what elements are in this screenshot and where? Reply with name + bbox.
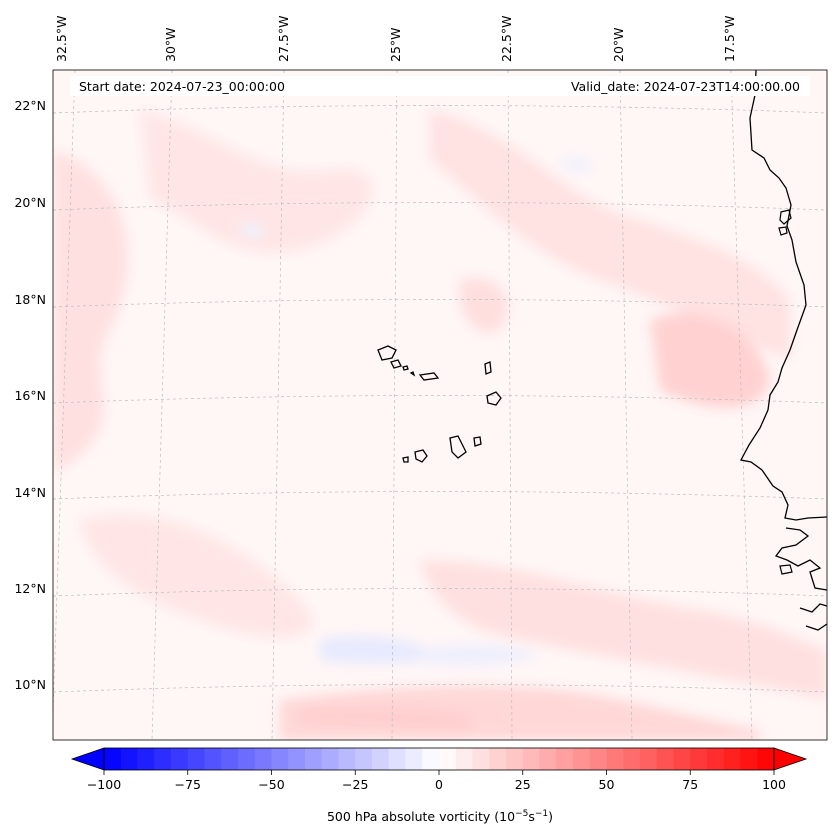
colorbar-segment	[388, 748, 406, 770]
colorbar-segment	[154, 748, 172, 770]
colorbar-tick-label: 25	[515, 777, 531, 792]
colorbar-tick-label: 75	[682, 777, 698, 792]
lon-label: 27.5°W	[276, 16, 291, 62]
colorbar-segment	[372, 748, 390, 770]
coast-islet-3	[779, 564, 793, 575]
colorbar-tick-label: 0	[435, 777, 443, 792]
colorbar-label-exp1: −5	[515, 809, 528, 819]
lon-label: 22.5°W	[499, 16, 514, 62]
cape-verde-islands	[377, 345, 502, 463]
lon-label: 32.5°W	[54, 16, 69, 62]
colorbar-segment	[589, 748, 607, 770]
colorbar-tick-label: 50	[599, 777, 615, 792]
colorbar-segment	[757, 748, 775, 770]
colorbar-segment	[137, 748, 155, 770]
africa-coastline	[740, 70, 827, 631]
colorbar-segment	[171, 748, 189, 770]
colorbar-segment	[656, 748, 674, 770]
lat-label: 10°N	[14, 677, 46, 692]
lat-label: 14°N	[14, 485, 46, 500]
latitude-labels: 22°N 20°N 18°N 16°N 14°N 12°N 10°N	[14, 98, 46, 692]
colorbar-tick-label: 100	[762, 777, 786, 792]
colorbar-segment	[506, 748, 524, 770]
colorbar-segment	[606, 748, 624, 770]
colorbar-segment	[405, 748, 423, 770]
colorbar-segment	[187, 748, 205, 770]
colorbar-segment	[254, 748, 272, 770]
lat-label: 22°N	[14, 98, 46, 113]
colorbar-arrow-min	[70, 747, 105, 771]
colorbar-segment	[690, 748, 708, 770]
colorbar-segment	[271, 748, 289, 770]
colorbar-segment	[640, 748, 658, 770]
lat-label: 16°N	[14, 388, 46, 403]
colorbar-segment	[439, 748, 457, 770]
lat-label: 12°N	[14, 581, 46, 596]
colorbar-label-exp2: −1	[535, 809, 548, 819]
colorbar-segment	[539, 748, 557, 770]
lon-label: 25°W	[388, 27, 403, 62]
colorbar-segment	[707, 748, 725, 770]
colorbar-segment	[740, 748, 758, 770]
colorbar-tick-label: −50	[258, 777, 284, 792]
colorbar-label-mid: s	[528, 809, 535, 824]
colorbar-segment	[723, 748, 741, 770]
colorbar-segment	[221, 748, 239, 770]
lat-label: 18°N	[14, 292, 46, 307]
longitude-labels: 32.5°W 30°W 27.5°W 25°W 22.5°W 20°W 17.5…	[54, 16, 737, 62]
colorbar-segment	[338, 748, 356, 770]
colorbar-segment	[472, 748, 490, 770]
colorbar-segment	[623, 748, 641, 770]
colorbar-label-prefix: 500 hPa absolute vorticity (10	[327, 809, 515, 824]
colorbar-segment	[422, 748, 440, 770]
graticule	[53, 70, 827, 740]
start-date-annotation: Start date: 2024-07-23_00:00:00	[79, 79, 285, 94]
map-frame	[52, 69, 828, 741]
colorbar-tick-label: −25	[342, 777, 368, 792]
annotation-strip	[70, 76, 810, 96]
colorbar-segment	[120, 748, 138, 770]
vorticity-field	[53, 110, 827, 740]
valid-date-annotation: Valid_date: 2024-07-23T14:00:00.00	[571, 79, 800, 94]
colorbar: −100 −75 −50 −25 0 25 50 75 100 500 hPa absolute…	[70, 747, 808, 824]
colorbar-segment	[522, 748, 540, 770]
colorbar-segments	[104, 748, 775, 770]
lon-label: 17.5°W	[722, 16, 737, 62]
colorbar-segment	[104, 748, 122, 770]
lon-label: 20°W	[611, 27, 626, 62]
colorbar-segment	[673, 748, 691, 770]
colorbar-arrow-max	[773, 747, 808, 771]
map-panel: Start date: 2024-07-23_00:00:00 Valid_da…	[52, 69, 828, 741]
colorbar-tick-label: −100	[87, 777, 121, 792]
colorbar-segment	[238, 748, 256, 770]
colorbar-segment	[355, 748, 373, 770]
colorbar-tick-label: −75	[175, 777, 201, 792]
colorbar-segment	[321, 748, 339, 770]
colorbar-segment	[204, 748, 222, 770]
colorbar-segment	[556, 748, 574, 770]
coast-islet-2	[778, 226, 788, 236]
colorbar-segment	[288, 748, 306, 770]
colorbar-label-suffix: )	[548, 809, 553, 824]
colorbar-label: 500 hPa absolute vorticity (10−5s−1)	[327, 809, 553, 824]
lon-label: 30°W	[163, 27, 178, 62]
colorbar-segment	[489, 748, 507, 770]
colorbar-ticks: −100 −75 −50 −25 0 25 50 75 100	[87, 770, 786, 792]
colorbar-segment	[305, 748, 323, 770]
colorbar-segment	[573, 748, 591, 770]
colorbar-segment	[455, 748, 473, 770]
coast-islet-1	[779, 209, 792, 225]
lat-label: 20°N	[14, 195, 46, 210]
